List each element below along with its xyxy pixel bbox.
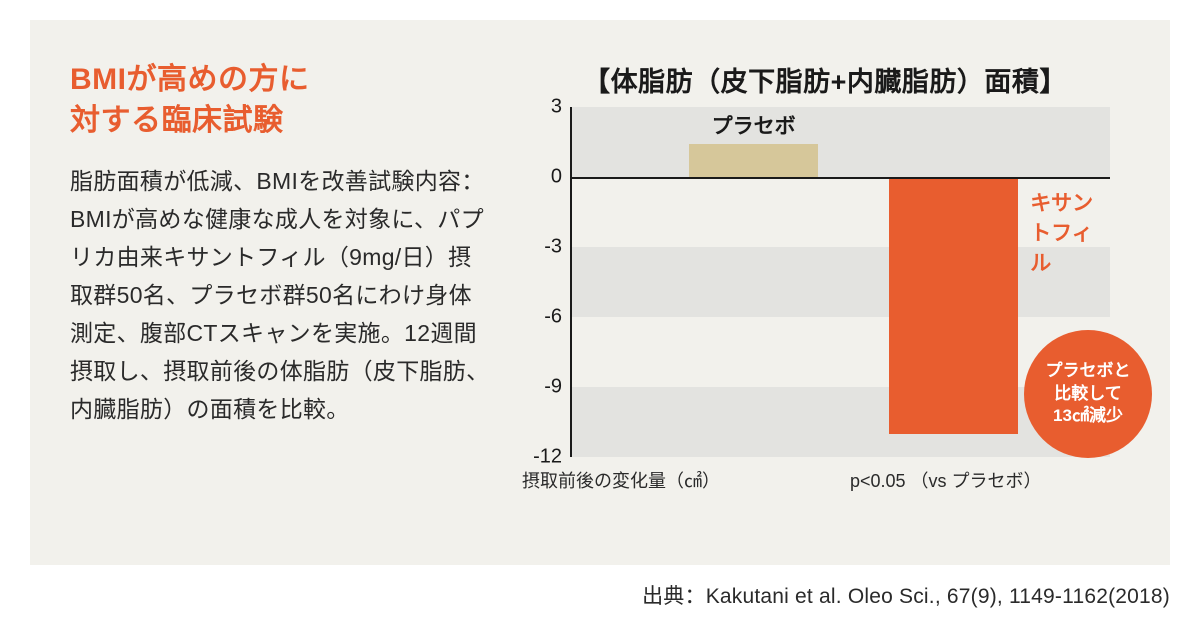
callout-line-3: 13㎠減少 (1053, 406, 1123, 425)
chart-bar (689, 144, 819, 177)
chart-column: 【体脂肪（皮下脂肪+内臓脂肪）面積】 3 0 -3 -6 -9 -12 プラセボキサントフィ… (520, 60, 1130, 535)
y-tick-label: -6 (522, 306, 562, 329)
callout-line-1: プラセボと (1046, 361, 1131, 380)
x-axis-label-right: p<0.05 （vs プラセボ） (850, 467, 1042, 493)
zero-axis-line (570, 177, 1110, 179)
callout-line-2: 比較して (1054, 384, 1122, 403)
bar-label: キサントフィル (1030, 187, 1110, 277)
page-container: BMIが高めの方に 対する臨床試験 脂肪面積が低減、BMIを改善試験内容：BMI… (0, 0, 1200, 624)
chart-bar (889, 177, 1019, 434)
heading-line-1: BMIが高めの方に (70, 63, 310, 96)
content-card: BMIが高めの方に 対する臨床試験 脂肪面積が低減、BMIを改善試験内容：BMI… (30, 20, 1170, 565)
text-column: BMIが高めの方に 対する臨床試験 脂肪面積が低減、BMIを改善試験内容：BMI… (70, 60, 490, 535)
chart-band (570, 247, 1110, 317)
y-tick-label: -3 (522, 236, 562, 259)
y-tick-label: 3 (522, 96, 562, 119)
y-axis-line (570, 107, 572, 457)
heading-line-2: 対する臨床試験 (70, 104, 284, 137)
heading: BMIが高めの方に 対する臨床試験 (70, 60, 490, 141)
callout-bubble: プラセボと 比較して 13㎠減少 (1024, 330, 1152, 458)
y-tick-label: -9 (522, 376, 562, 399)
x-axis-label-left: 摂取前後の変化量（㎠） (522, 467, 720, 493)
chart-wrapper: 30-3-6-9-12プラセボキサントフィル 摂取前後の変化量（㎠） p<0.0… (570, 107, 1130, 507)
y-tick-label: 0 (522, 166, 562, 189)
citation-text: 出典：Kakutani et al. Oleo Sci., 67(9), 114… (642, 580, 1170, 610)
chart-band (570, 107, 1110, 177)
chart-title: 【体脂肪（皮下脂肪+内臓脂肪）面積】 (520, 60, 1130, 99)
y-tick-label: -12 (522, 446, 562, 469)
body-paragraph: 脂肪面積が低減、BMIを改善試験内容：BMIが高めな健康な成人を対象に、パプリカ… (70, 163, 490, 429)
bar-label: プラセボ (712, 110, 796, 140)
